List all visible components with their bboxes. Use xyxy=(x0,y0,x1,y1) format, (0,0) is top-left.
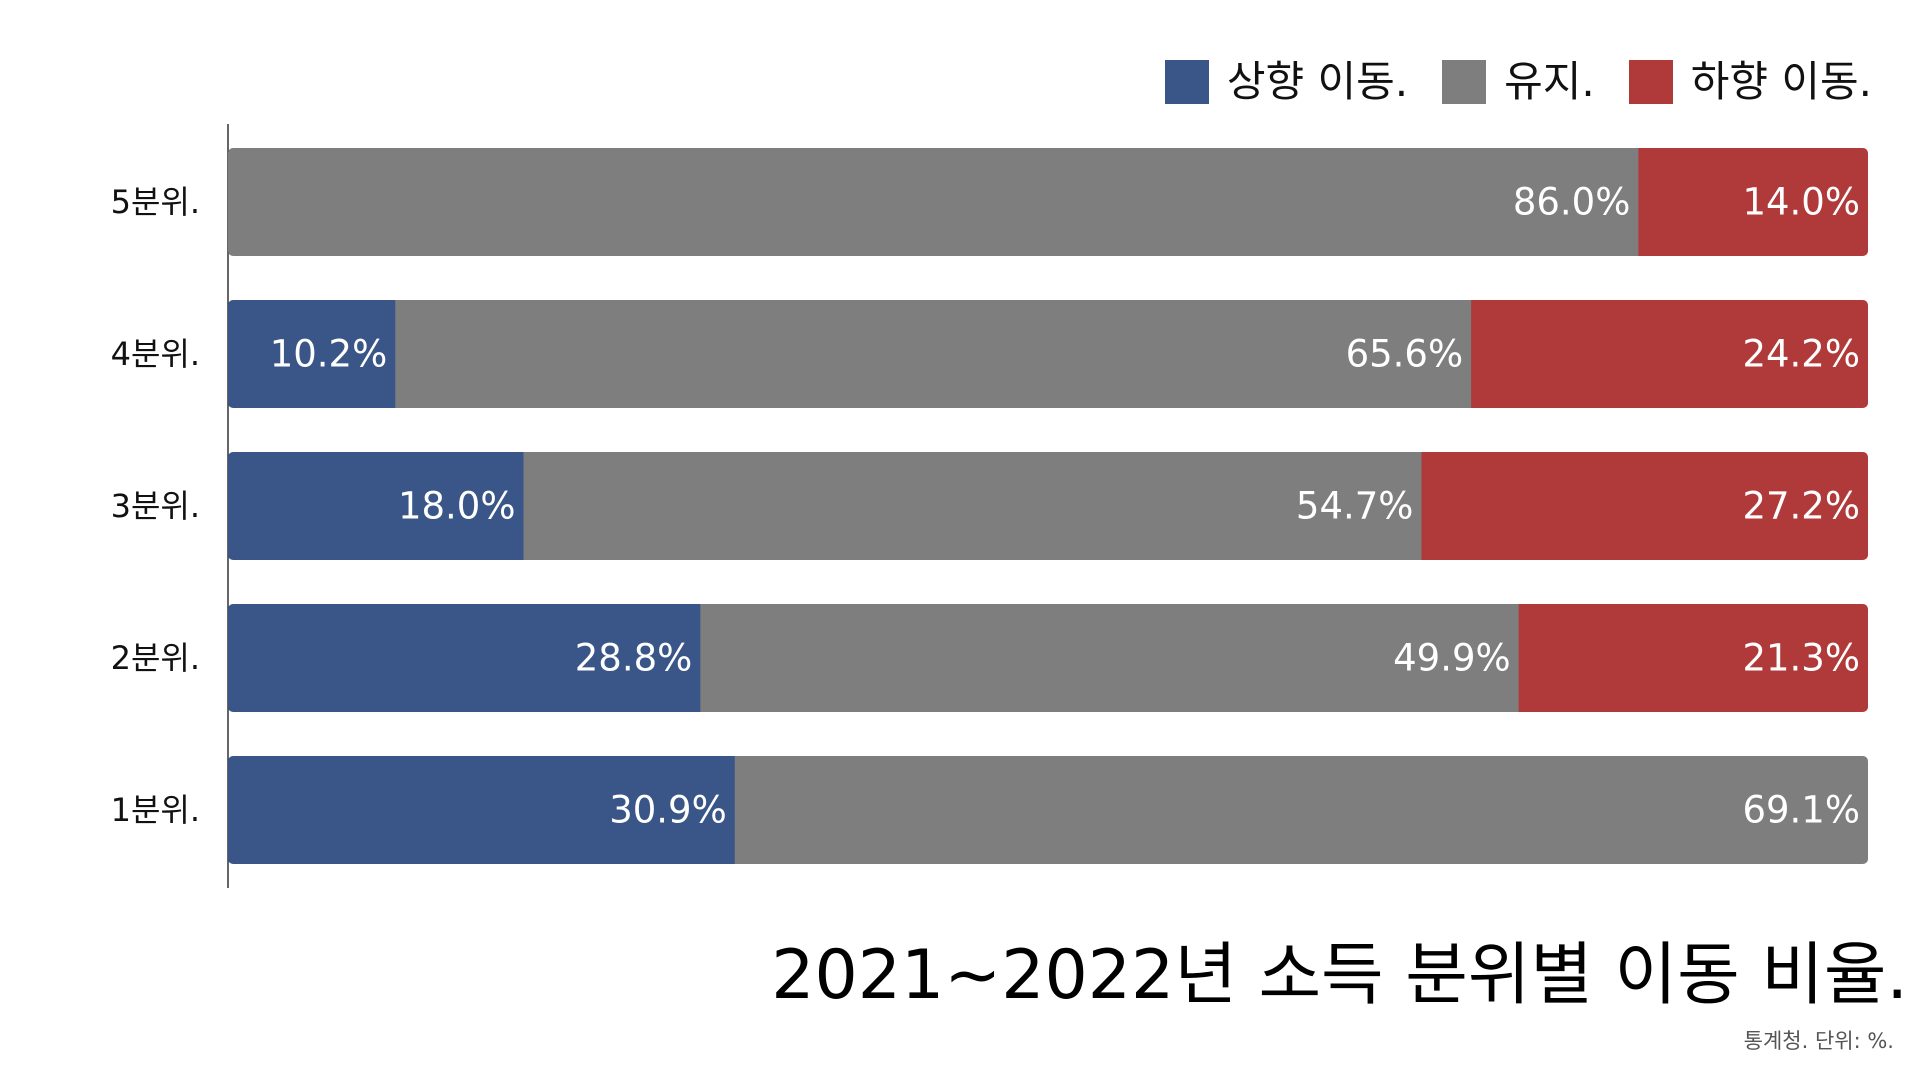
legend-swatch-keep xyxy=(1442,60,1487,104)
bar-segment-up xyxy=(228,604,701,712)
legend-item-keep: 유지. xyxy=(1442,60,1595,104)
bar-segment-keep xyxy=(700,604,1520,712)
category-label: 5분위. xyxy=(111,183,200,221)
data-label-up: 28.8% xyxy=(575,637,693,680)
data-label-up: 18.0% xyxy=(398,485,516,528)
category-label: 1분위. xyxy=(111,791,200,829)
data-label-keep: 49.9% xyxy=(1393,637,1511,680)
bar-segment-down xyxy=(1638,148,1868,256)
chart-title: 2021~2022년 소득 분위별 이동 비율. xyxy=(771,936,1908,1015)
bar-segment-up xyxy=(228,756,736,864)
legend-label-up: 상향 이동. xyxy=(1226,57,1409,106)
legend-label-down: 하향 이동. xyxy=(1690,57,1872,106)
data-label-keep: 65.6% xyxy=(1346,333,1464,376)
category-label: 3분위. xyxy=(111,487,200,525)
data-label-up: 30.9% xyxy=(609,789,727,832)
bar-row xyxy=(228,300,1868,408)
bar-row xyxy=(228,604,1868,712)
data-label-up: 10.2% xyxy=(270,333,388,376)
bar-segment-keep xyxy=(734,756,1868,864)
bar-row xyxy=(228,452,1868,560)
legend-swatch-down xyxy=(1628,60,1673,104)
legend-item-up: 상향 이동. xyxy=(1164,57,1409,106)
bar-segment-keep xyxy=(395,300,1472,408)
category-label: 2분위. xyxy=(111,639,200,677)
data-label-down: 14.0% xyxy=(1742,181,1860,224)
legend-label-keep: 유지. xyxy=(1504,57,1595,106)
data-label-down: 27.2% xyxy=(1742,485,1860,528)
bar-row xyxy=(228,148,1868,256)
chart-source-note: 통계청. 단위: %. xyxy=(1743,1029,1894,1053)
bar-segment-down xyxy=(1518,604,1868,712)
legend: 상향 이동. 유지. 하향 이동. xyxy=(1164,57,1872,106)
bar-segment-up xyxy=(228,452,524,560)
bar-row xyxy=(228,756,1868,864)
bar-segment-up xyxy=(228,300,396,408)
bar-segment-keep xyxy=(523,452,1422,560)
bar-segment-keep xyxy=(228,148,1639,256)
data-label-down: 21.3% xyxy=(1742,637,1860,680)
data-label-keep: 86.0% xyxy=(1513,181,1631,224)
category-label: 4분위. xyxy=(111,335,200,373)
bar-segment-down xyxy=(1421,452,1868,560)
data-label-keep: 69.1% xyxy=(1742,789,1860,832)
data-label-down: 24.2% xyxy=(1742,333,1860,376)
legend-item-down: 하향 이동. xyxy=(1628,57,1872,106)
data-label-keep: 54.7% xyxy=(1296,485,1414,528)
legend-swatch-up xyxy=(1164,60,1209,104)
bar-segment-down xyxy=(1471,300,1868,408)
